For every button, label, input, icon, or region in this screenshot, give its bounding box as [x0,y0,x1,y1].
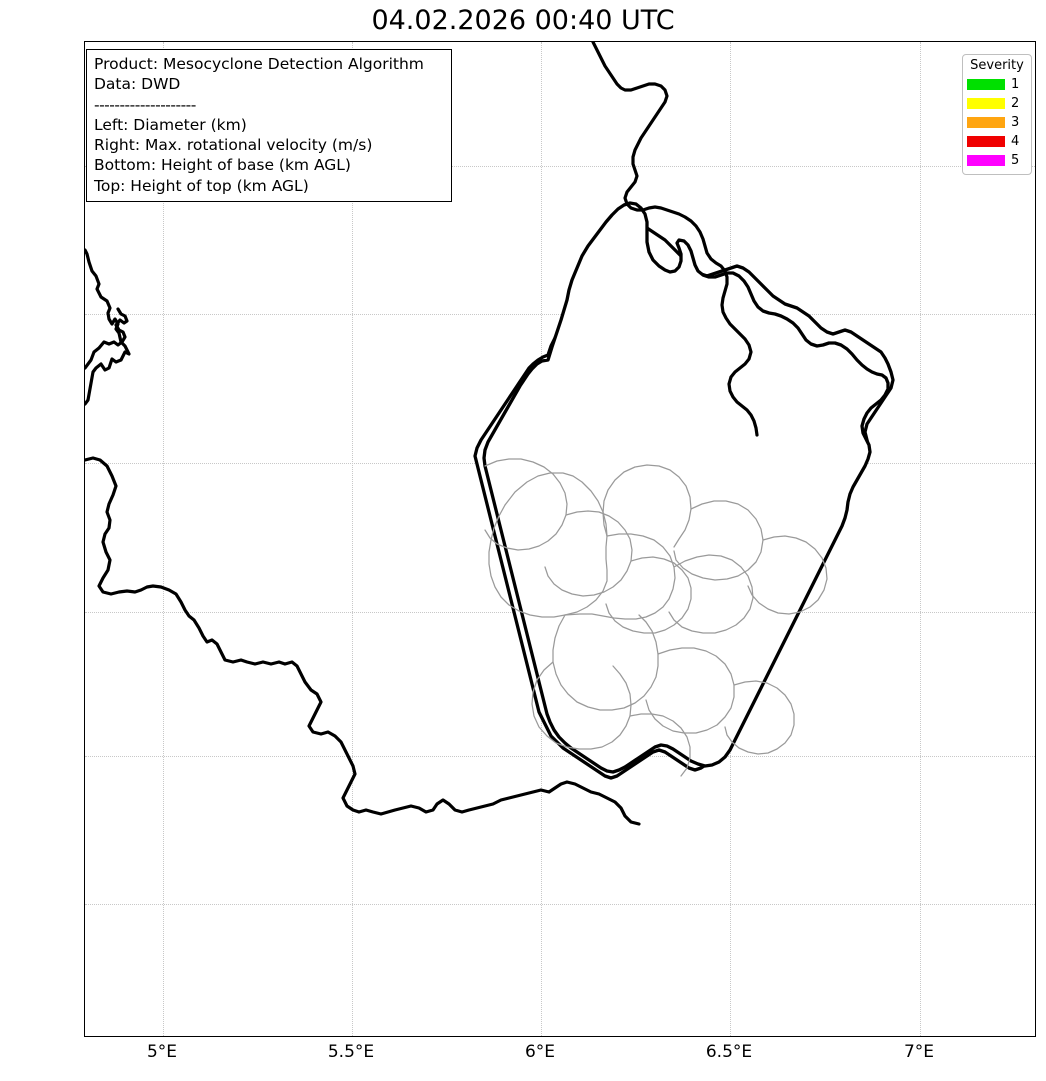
legend-item-severity-5: 5 [967,151,1027,170]
legend-title: Severity [970,58,1024,73]
severity-legend: Severity 1 2 3 4 5 [962,54,1032,175]
gridline-vertical [352,42,354,1036]
national-border-belgium-north-lobe [85,307,129,370]
legend-item-severity-3: 3 [967,113,1027,132]
legend-item-label: 4 [1011,134,1020,149]
info-left: Left: Diameter (km) [94,115,247,134]
gridline-horizontal [85,314,1035,316]
xtick-label: 5.5°E [327,1042,375,1062]
legend-item-label: 1 [1011,77,1020,92]
info-separator: -------------------- [94,95,196,114]
national-border-west-lower [85,456,641,826]
gridline-horizontal [85,756,1035,758]
map-plot-area[interactable] [84,41,1036,1037]
info-product: Product: Mesocyclone Detection Algorithm [94,55,424,73]
legend-item-label: 3 [1011,115,1020,130]
gridline-vertical [163,42,165,1036]
page-title: 04.02.2026 00:40 UTC [371,5,675,36]
severity-color-swatch [967,79,1005,90]
map-geometry [85,42,895,826]
info-data: Data: DWD [94,75,181,94]
legend-item-severity-1: 1 [967,75,1027,94]
severity-color-swatch [967,155,1005,166]
national-border-belgium-france [85,248,131,406]
severity-color-swatch [967,136,1005,147]
info-bottom: Bottom: Height of base (km AGL) [94,156,351,175]
xtick-label: 6°E [524,1042,556,1062]
legend-item-label: 5 [1011,153,1020,168]
severity-color-swatch [967,98,1005,109]
info-top: Top: Height of top (km AGL) [94,176,309,195]
legend-item-severity-2: 2 [967,94,1027,113]
gridline-vertical [920,42,922,1036]
gridline-horizontal [85,904,1035,906]
xtick-label: 6.5°E [705,1042,753,1062]
xtick-label: 5°E [146,1042,178,1062]
legend-item-severity-4: 4 [967,132,1027,151]
legend-item-label: 2 [1011,96,1020,111]
gridline-horizontal [85,166,1035,168]
xtick-label: 7°E [903,1042,935,1062]
info-right: Right: Max. rotational velocity (m/s) [94,136,373,155]
district-borders [484,458,828,777]
national-border-germany [591,42,759,437]
product-info-box: Product: Mesocyclone Detection Algorithm… [86,49,452,203]
severity-color-swatch [967,117,1005,128]
